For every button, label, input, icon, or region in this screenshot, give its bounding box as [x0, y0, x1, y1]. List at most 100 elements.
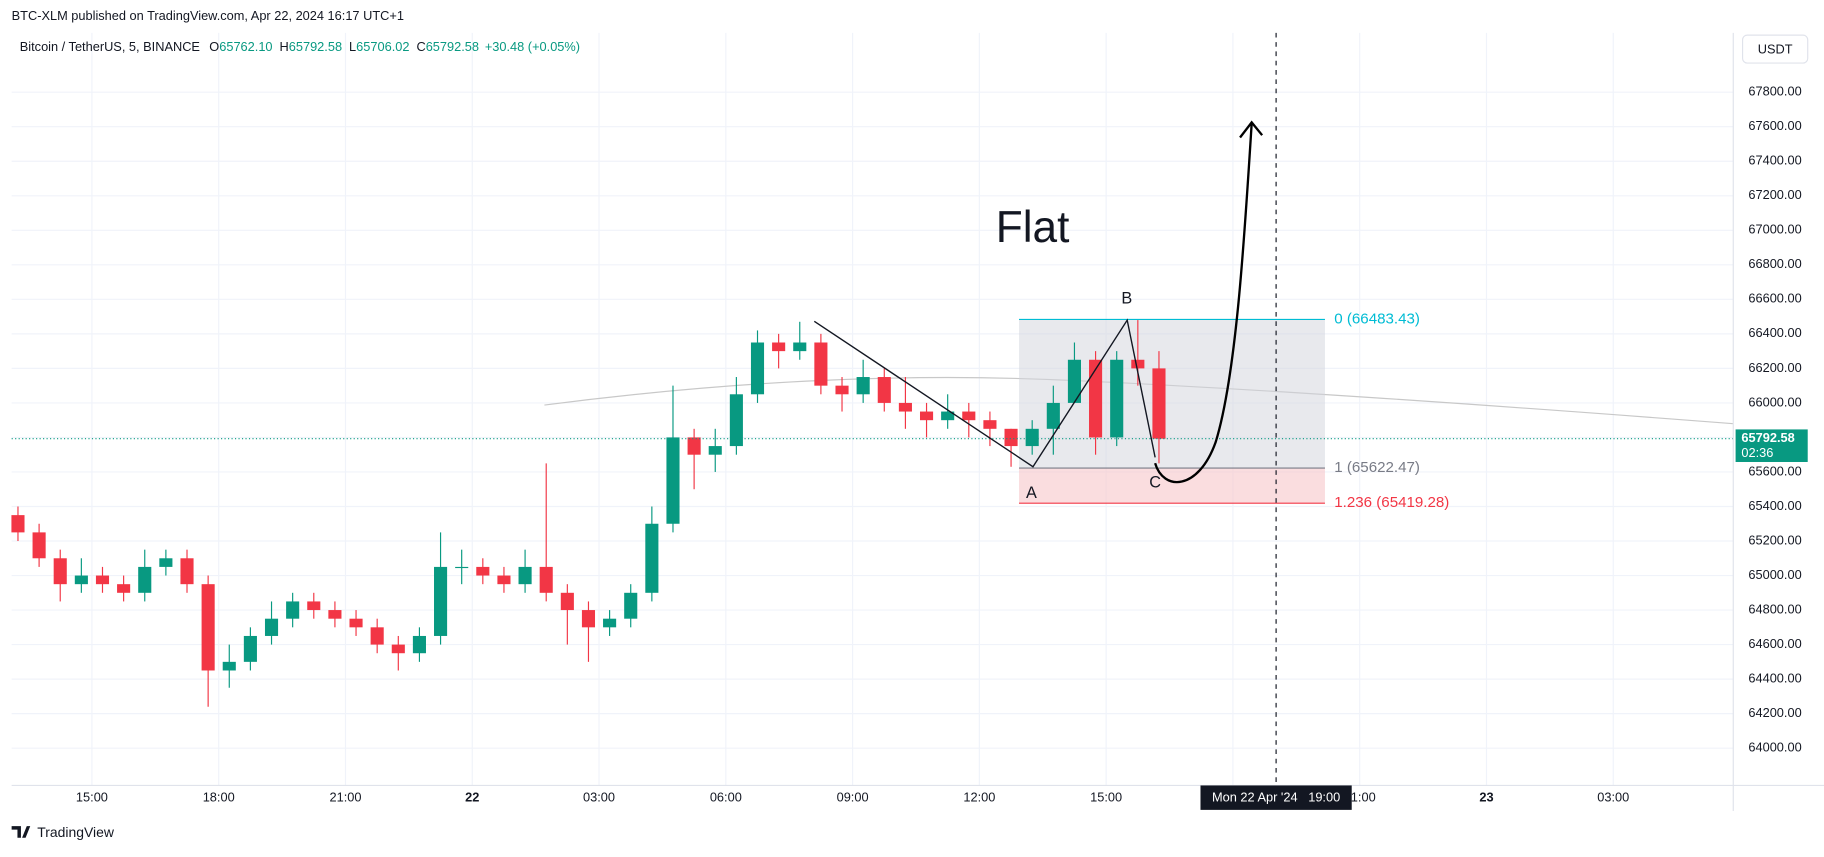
- y-tick-label: 65000.00: [1748, 567, 1801, 582]
- y-tick-label: 67400.00: [1748, 153, 1801, 168]
- x-tick-label: 15:00: [1090, 790, 1122, 805]
- y-tick-label: 66600.00: [1748, 291, 1801, 306]
- overlay: 0 (66483.43) 1 (65622.47) 1.236 (65419.28): [11, 310, 1734, 511]
- published-line: BTC-XLM published on TradingView.com, Ap…: [12, 8, 404, 23]
- crosshair-label-box: [1200, 785, 1352, 810]
- y-tick-label: 64400.00: [1748, 670, 1801, 685]
- fib-zone: [1019, 318, 1325, 468]
- candle-body: [835, 385, 849, 395]
- footer: TradingView: [37, 824, 115, 840]
- candle-body: [708, 446, 722, 455]
- y-tick-label: 64800.00: [1748, 601, 1801, 616]
- candle-body: [117, 584, 131, 593]
- wave-label: A: [1026, 484, 1037, 502]
- x-tick-label: 18:00: [203, 790, 235, 805]
- y-tick-label: 67200.00: [1748, 187, 1801, 202]
- candle-body: [729, 394, 743, 447]
- ohlc-value: 65762.10: [219, 39, 272, 54]
- projection-curve: [1154, 123, 1253, 484]
- candle-body: [941, 411, 955, 421]
- y-tick-label: 67600.00: [1748, 118, 1801, 133]
- ohlc-key: L: [349, 39, 356, 54]
- fib-zone: [1019, 467, 1325, 503]
- candle-body: [1046, 402, 1060, 429]
- candle-body: [243, 635, 257, 662]
- y-tick-label: 64600.00: [1748, 636, 1801, 651]
- candles: [11, 320, 1166, 707]
- candle-body: [666, 437, 680, 524]
- candle-body: [539, 566, 553, 593]
- wave-line: [813, 318, 1156, 468]
- candle-body: [1152, 368, 1166, 439]
- ohlc-key: H: [280, 39, 289, 54]
- x-tick-label: 09:00: [837, 790, 869, 805]
- candle-body: [983, 420, 997, 429]
- candle-body: [434, 566, 448, 636]
- candle-body: [370, 627, 384, 645]
- y-tick-label: 64200.00: [1748, 705, 1801, 720]
- candle-body: [560, 592, 574, 611]
- ohlc-key: C: [416, 39, 425, 54]
- candle-body: [328, 610, 342, 619]
- ohlc-value: 65792.58: [289, 39, 342, 54]
- symbol-line: Bitcoin / TetherUS, 5, BINANCE O65762.10 H…: [20, 39, 580, 54]
- candle-body: [455, 566, 469, 569]
- candle-body: [750, 342, 765, 395]
- fib-label: 1 (65622.47): [1334, 459, 1420, 476]
- candle-body: [1110, 359, 1124, 438]
- candle-body: [1089, 359, 1103, 438]
- candle-body: [581, 610, 596, 628]
- x-tick-label: 03:00: [583, 790, 615, 805]
- candle-body: [962, 411, 976, 421]
- ohlc-value: 65706.02: [356, 39, 409, 54]
- x-tick-label: 12:00: [963, 790, 995, 805]
- y-tick-label: 65400.00: [1748, 498, 1801, 513]
- last-price-box: [1735, 429, 1808, 462]
- fib-label: 0 (66483.43): [1334, 310, 1420, 327]
- y-tick-label: 64000.00: [1748, 740, 1801, 755]
- last-price-label: 65792.58: [1741, 430, 1794, 445]
- candle-body: [53, 558, 67, 585]
- currency-button[interactable]: [1741, 34, 1809, 64]
- y-tick-label: 66000.00: [1748, 394, 1801, 409]
- y-tick-label: 65600.00: [1748, 463, 1801, 478]
- ohlc-value: 65792.58: [426, 39, 479, 54]
- x-tick-label: 06:00: [710, 790, 742, 805]
- countdown: 02:36: [1741, 445, 1773, 460]
- ohlc-key: O: [209, 39, 219, 54]
- candle-body: [793, 342, 807, 352]
- y-tick-label: 67000.00: [1748, 222, 1801, 237]
- candle-body: [264, 618, 279, 636]
- candle-body: [180, 558, 194, 585]
- change: +30.48 (+0.05%): [485, 39, 580, 54]
- grid: [11, 32, 1734, 786]
- currency[interactable]: USDT: [1758, 42, 1793, 57]
- candle-body: [603, 618, 617, 628]
- candle-body: [349, 618, 363, 628]
- symbol: Bitcoin / TetherUS, 5, BINANCE: [20, 39, 200, 54]
- x-tick-label: 21:00: [329, 790, 361, 805]
- annotation-title: Flat: [996, 203, 1070, 252]
- candle-body: [1067, 359, 1081, 403]
- fib-label: 1.236 (65419.28): [1334, 494, 1449, 511]
- candle-body: [391, 644, 405, 654]
- candle-body: [814, 342, 828, 386]
- candle-body: [624, 592, 638, 619]
- candle-body: [476, 566, 490, 576]
- candle-body: [687, 437, 701, 455]
- candle-body: [222, 661, 236, 671]
- wave-label: B: [1121, 290, 1132, 308]
- candle-body: [307, 601, 321, 611]
- x-tick-label: 15:00: [76, 790, 108, 805]
- candle-body: [201, 584, 215, 671]
- x-tick-label: 23: [1479, 790, 1493, 805]
- crosshair-label: Mon 22 Apr '24 19:00: [1212, 790, 1340, 805]
- candle-body: [95, 575, 110, 585]
- candle-body: [497, 575, 511, 585]
- candle-body: [11, 515, 25, 533]
- y-tick-label: 65200.00: [1748, 532, 1801, 547]
- candle-body: [645, 523, 659, 593]
- wave-label: C: [1149, 473, 1161, 491]
